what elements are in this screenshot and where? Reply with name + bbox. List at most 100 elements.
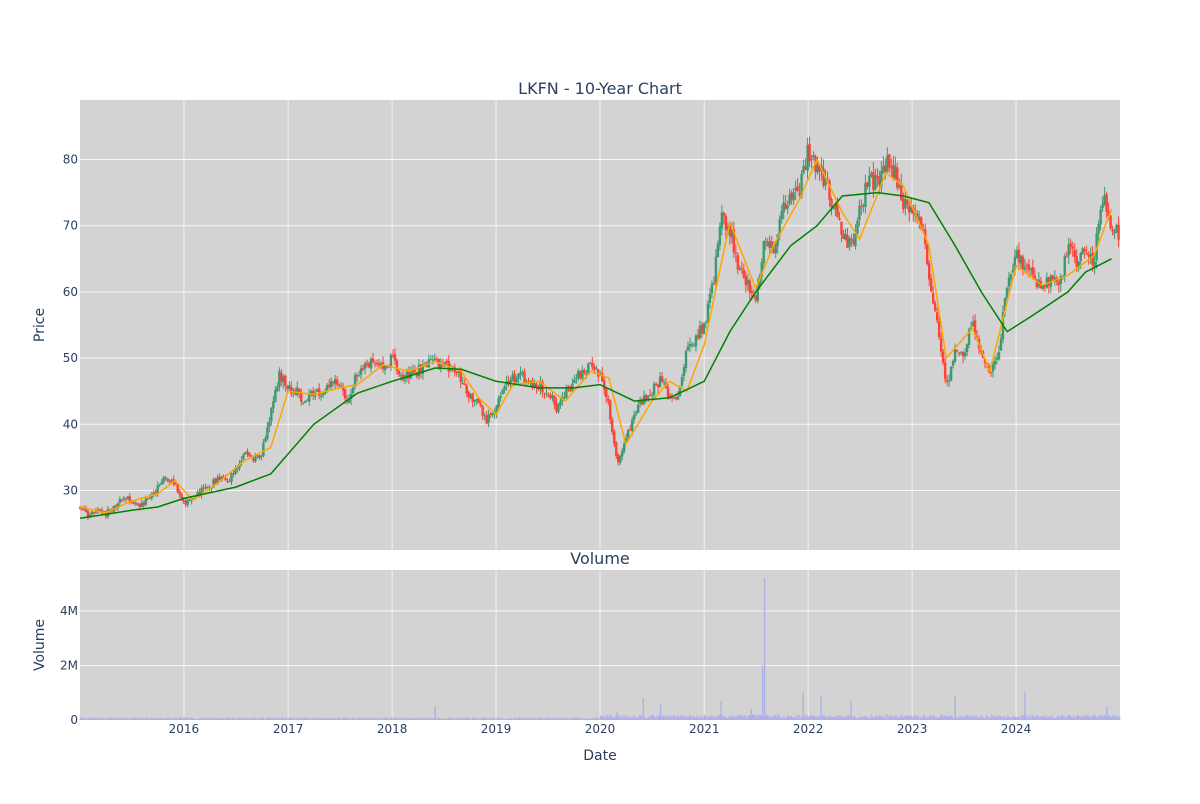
candlestick-body bbox=[802, 165, 805, 173]
candlestick-body bbox=[969, 327, 973, 329]
volume-bar bbox=[827, 716, 829, 720]
candlestick-body bbox=[824, 177, 827, 186]
volume-bar bbox=[1116, 717, 1118, 720]
candlestick-body bbox=[1105, 194, 1108, 212]
volume-bar bbox=[669, 716, 671, 720]
candlestick-body bbox=[989, 372, 993, 374]
volume-bar bbox=[141, 717, 143, 720]
volume-bar bbox=[728, 716, 730, 720]
volume-bar bbox=[322, 718, 324, 720]
volume-spike-bar bbox=[659, 703, 662, 720]
volume-bar bbox=[208, 718, 210, 720]
candlestick-body bbox=[186, 499, 189, 506]
volume-bar bbox=[867, 717, 869, 720]
volume-bar bbox=[460, 717, 462, 720]
volume-bar bbox=[736, 714, 738, 720]
candlestick-body bbox=[796, 186, 799, 191]
candlestick-body bbox=[417, 365, 421, 377]
volume-bar bbox=[638, 717, 640, 720]
candlestick-body bbox=[698, 325, 702, 339]
candlestick-body bbox=[110, 510, 114, 512]
volume-bar bbox=[441, 719, 443, 720]
volume-bar bbox=[944, 715, 946, 720]
volume-bar bbox=[655, 717, 657, 720]
volume-bar bbox=[560, 718, 562, 720]
volume-bar bbox=[680, 715, 682, 720]
volume-bar bbox=[783, 715, 785, 720]
volume-bar bbox=[586, 717, 588, 720]
volume-bar bbox=[968, 716, 970, 720]
volume-bar bbox=[792, 716, 794, 720]
volume-bar bbox=[847, 715, 849, 720]
candlestick-body bbox=[868, 175, 871, 187]
volume-bar bbox=[1073, 717, 1075, 720]
volume-bar bbox=[991, 714, 993, 720]
volume-bar bbox=[610, 714, 612, 720]
candlestick-body bbox=[792, 192, 795, 201]
volume-bar bbox=[299, 718, 301, 720]
candlestick-body bbox=[138, 503, 142, 508]
candlestick-body bbox=[154, 491, 157, 494]
volume-bar bbox=[464, 717, 466, 720]
volume-bar bbox=[844, 717, 846, 720]
volume-bar bbox=[246, 718, 248, 720]
volume-bar bbox=[667, 716, 669, 720]
volume-bar bbox=[871, 715, 873, 720]
volume-bar bbox=[499, 718, 501, 720]
volume-bar bbox=[447, 717, 449, 720]
volume-bar bbox=[117, 718, 119, 720]
volume-bar bbox=[304, 718, 306, 720]
candlestick-body bbox=[373, 363, 377, 365]
volume-bar bbox=[163, 718, 165, 720]
volume-bar bbox=[120, 718, 122, 720]
candlestick-body bbox=[798, 192, 801, 196]
candlestick-body bbox=[411, 369, 415, 374]
volume-bar bbox=[739, 714, 741, 720]
volume-bar bbox=[501, 717, 503, 720]
volume-bar bbox=[281, 717, 283, 720]
volume-bar bbox=[1105, 716, 1107, 720]
volume-bar bbox=[491, 717, 493, 720]
volume-bar bbox=[902, 716, 904, 720]
candlestick-body bbox=[613, 431, 616, 444]
volume-bar bbox=[704, 714, 706, 720]
volume-bar bbox=[1094, 715, 1096, 720]
volume-bar bbox=[873, 717, 875, 720]
volume-bar bbox=[198, 717, 200, 720]
volume-bar bbox=[305, 717, 307, 720]
volume-bar bbox=[813, 715, 815, 720]
candlestick-body bbox=[144, 498, 147, 505]
volume-bar bbox=[152, 718, 154, 720]
volume-bar bbox=[545, 717, 547, 720]
volume-bar bbox=[860, 717, 862, 720]
volume-bar bbox=[754, 714, 756, 720]
candlestick-body bbox=[349, 394, 353, 399]
volume-bar bbox=[486, 718, 488, 720]
volume-bar bbox=[200, 718, 202, 720]
volume-bar bbox=[269, 717, 271, 720]
candlestick-body bbox=[1031, 266, 1035, 275]
volume-bar bbox=[307, 718, 309, 720]
volume-bar bbox=[1006, 717, 1008, 720]
volume-bar bbox=[715, 715, 717, 720]
candlestick-body bbox=[943, 362, 947, 380]
candlestick-body bbox=[634, 412, 638, 414]
volume-bar bbox=[207, 717, 209, 720]
candlestick-body bbox=[266, 427, 269, 439]
candlestick-body bbox=[212, 479, 215, 488]
volume-bar bbox=[105, 718, 107, 720]
candlestick-body bbox=[947, 380, 951, 382]
candlestick-body bbox=[738, 268, 742, 270]
volume-bar bbox=[446, 718, 448, 720]
candlestick-body bbox=[359, 368, 363, 375]
volume-bar bbox=[1034, 717, 1036, 720]
volume-bar bbox=[688, 715, 690, 720]
candlestick-body bbox=[242, 454, 245, 460]
candlestick-body bbox=[860, 205, 863, 208]
volume-bar bbox=[572, 717, 574, 720]
volume-bar bbox=[903, 716, 905, 720]
volume-bar bbox=[328, 718, 330, 720]
candlestick-body bbox=[98, 509, 102, 512]
volume-bar bbox=[446, 718, 448, 720]
volume-bar bbox=[781, 718, 783, 720]
